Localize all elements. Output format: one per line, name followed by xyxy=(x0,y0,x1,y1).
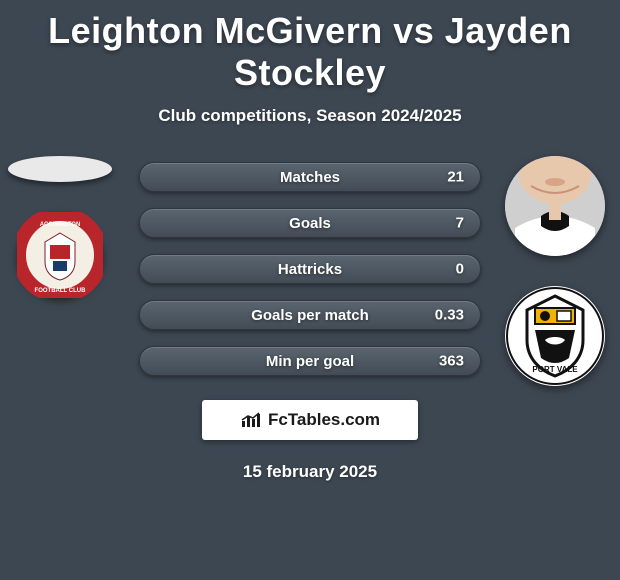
stat-bar-goals-per-match: Goals per match 0.33 xyxy=(139,300,481,330)
port-vale-icon: PORT VALE xyxy=(505,286,605,386)
club-badge-left: ACCRINGTON FOOTBALL CLUB xyxy=(17,212,103,298)
stat-value-right: 363 xyxy=(439,353,464,370)
player-right-photo xyxy=(505,156,605,256)
left-column: ACCRINGTON FOOTBALL CLUB xyxy=(0,156,120,298)
stat-bar-min-per-goal: Min per goal 363 xyxy=(139,346,481,376)
chart-icon xyxy=(240,411,262,429)
right-column: PORT VALE xyxy=(500,156,610,386)
brand-text: FcTables.com xyxy=(268,410,380,430)
date-text: 15 february 2025 xyxy=(0,462,620,482)
stat-label: Min per goal xyxy=(266,353,354,370)
comparison-area: ACCRINGTON FOOTBALL CLUB xyxy=(0,162,620,482)
stat-value-right: 0 xyxy=(456,261,464,278)
brand-badge: FcTables.com xyxy=(202,400,418,440)
player-portrait-icon xyxy=(505,156,605,256)
stat-value-right: 7 xyxy=(456,215,464,232)
stat-bar-matches: Matches 21 xyxy=(139,162,481,192)
svg-text:FOOTBALL CLUB: FOOTBALL CLUB xyxy=(35,288,87,294)
stat-label: Goals per match xyxy=(251,307,369,324)
page-title: Leighton McGivern vs Jayden Stockley xyxy=(0,0,620,94)
stat-bar-hattricks: Hattricks 0 xyxy=(139,254,481,284)
stat-label: Hattricks xyxy=(278,261,342,278)
svg-text:ACCRINGTON: ACCRINGTON xyxy=(40,222,81,228)
stat-bar-goals: Goals 7 xyxy=(139,208,481,238)
stat-value-right: 21 xyxy=(447,169,464,186)
svg-text:PORT VALE: PORT VALE xyxy=(532,365,578,374)
stat-value-right: 0.33 xyxy=(435,307,464,324)
stat-label: Matches xyxy=(280,169,340,186)
accrington-stanley-icon: ACCRINGTON FOOTBALL CLUB xyxy=(17,212,103,298)
subtitle: Club competitions, Season 2024/2025 xyxy=(0,106,620,126)
stat-bars: Matches 21 Goals 7 Hattricks 0 Goals per… xyxy=(139,162,481,376)
player-left-placeholder xyxy=(8,156,112,182)
club-badge-right: PORT VALE xyxy=(505,286,605,386)
stat-label: Goals xyxy=(289,215,331,232)
